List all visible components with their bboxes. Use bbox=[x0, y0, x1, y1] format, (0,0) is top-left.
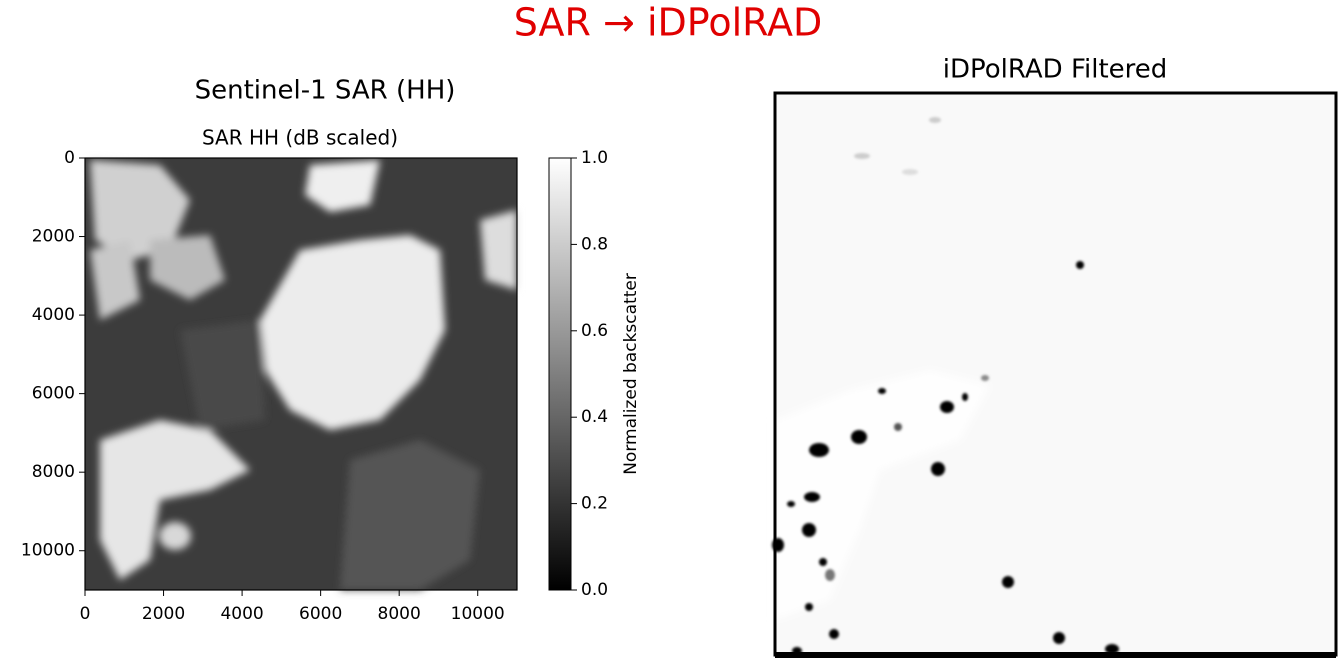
panel-title: iDPolRAD Filtered bbox=[943, 55, 1168, 85]
axes-title: SAR HH (dB scaled) bbox=[202, 126, 398, 150]
colorbar-tick-label: 0.0 bbox=[581, 580, 608, 600]
x-tick-label: 8000 bbox=[378, 604, 421, 624]
x-tick-label: 10000 bbox=[451, 604, 505, 624]
x-tick-label: 2000 bbox=[142, 604, 185, 624]
sar-image bbox=[85, 158, 517, 590]
y-tick-label: 8000 bbox=[32, 462, 75, 482]
x-tick-label: 6000 bbox=[299, 604, 342, 624]
colorbar-tick-label: 0.4 bbox=[581, 407, 608, 427]
x-tick-label: 4000 bbox=[220, 604, 263, 624]
x-tick-label: 0 bbox=[80, 604, 91, 624]
colorbar-label: Normalized backscatter bbox=[621, 273, 641, 475]
colorbar-tick-label: 0.6 bbox=[581, 321, 608, 341]
y-tick-label: 6000 bbox=[32, 384, 75, 404]
image-border bbox=[775, 652, 1336, 658]
colorbar-tick-label: 0.8 bbox=[581, 234, 608, 254]
filtered-image bbox=[772, 93, 1336, 655]
y-tick-label: 0 bbox=[64, 148, 75, 168]
y-tick-label: 10000 bbox=[21, 541, 75, 561]
axes-frame bbox=[84, 157, 518, 591]
panel-title: Sentinel-1 SAR (HH) bbox=[195, 76, 456, 106]
figure-title: SAR → iDPolRAD bbox=[514, 1, 823, 45]
colorbar bbox=[548, 157, 572, 591]
y-tick-label: 4000 bbox=[32, 305, 75, 325]
colorbar-tick-label: 1.0 bbox=[581, 148, 608, 168]
colorbar-tick-label: 0.2 bbox=[581, 494, 608, 514]
y-tick-label: 2000 bbox=[32, 227, 75, 247]
